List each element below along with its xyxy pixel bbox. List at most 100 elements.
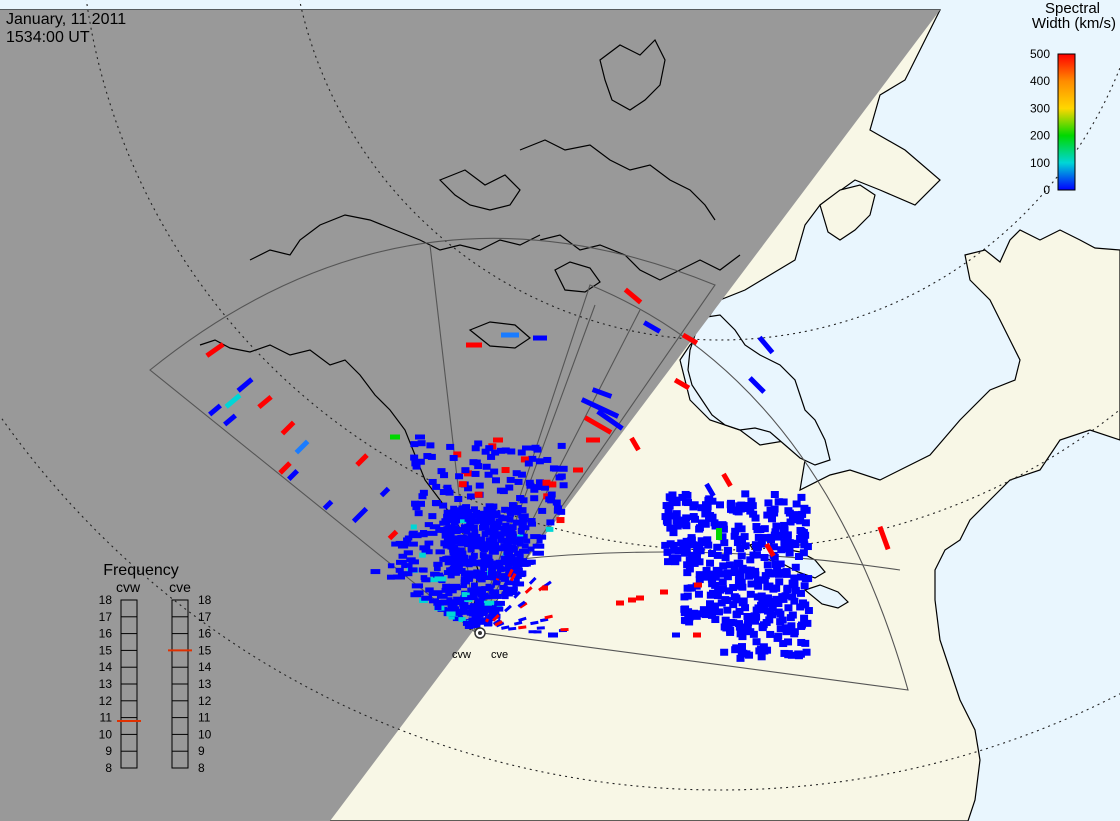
radar-echo-cell: [721, 616, 730, 624]
radar-echo: [501, 581, 508, 590]
radar-echo-cell: [418, 493, 427, 500]
radar-echo-cell: [729, 601, 738, 609]
radar-echo-cell: [743, 612, 752, 620]
radar-echo-cell: [444, 559, 452, 566]
radar-echo-cell: [488, 569, 496, 576]
radar-echo: [486, 610, 493, 620]
radar-echo-cell: [472, 608, 482, 614]
radar-echo-cell: [482, 463, 491, 470]
radar-echo-cell: [443, 484, 452, 491]
radar-echo-cell: [796, 526, 805, 534]
radar-echo-cell: [410, 441, 419, 448]
radar-echo-cell: [505, 532, 513, 539]
radar-echo-cell: [783, 584, 792, 592]
radar-echo-cell: [516, 540, 524, 547]
radar-echo: [583, 415, 613, 435]
radar-echo-cell: [678, 493, 687, 501]
radar-echo: [322, 499, 334, 511]
radar-echo-cell: [484, 471, 493, 478]
radar-echo-cell: [397, 571, 408, 577]
radar-echo-cell: [459, 604, 471, 610]
radar-echo-cell: [470, 552, 478, 559]
radar-echo-cell: [461, 592, 472, 598]
radar-echo-cell: [766, 630, 775, 638]
radar-echo: [503, 585, 510, 595]
frequency-tick-right: 16: [198, 627, 212, 641]
radar-echo: [877, 525, 891, 551]
radar-echo-cell: [391, 541, 400, 547]
radar-echo-cell: [464, 485, 473, 492]
radar-echo-cell: [485, 445, 494, 452]
radar-echo-cell: [701, 510, 710, 518]
radar-echo: [387, 529, 399, 541]
radar-echo-cell: [429, 598, 440, 604]
radar-echo: [629, 436, 641, 452]
radar-echo-cell: [788, 516, 797, 524]
radar-echo-cell: [760, 525, 769, 533]
colorbar-tick-label: 200: [1030, 129, 1050, 143]
radar-echo-cell: [506, 476, 515, 483]
radar-echo-cell: [412, 504, 421, 511]
radar-echo-cell: [713, 543, 722, 551]
radar-echo-cell: [702, 566, 711, 574]
radar-echo-cell: [781, 592, 790, 600]
radar-echo-cell: [731, 646, 740, 654]
radar-echo-cell: [709, 589, 718, 597]
radar-echo-cell: [462, 504, 471, 511]
radar-echo-cell: [683, 592, 692, 600]
radar-echo-cell: [695, 524, 704, 532]
radar-echo-cell: [497, 566, 505, 573]
radar-echo-cell: [496, 487, 505, 494]
radar-echo-cell: [707, 611, 716, 619]
radar-echo-cell: [748, 571, 757, 579]
radar-echo-cell: [779, 526, 788, 534]
radar-echo-cell: [730, 569, 739, 577]
radar-echo-cell: [757, 653, 766, 661]
radar-echo-cell: [752, 638, 761, 646]
radar-echo-cell: [467, 587, 474, 593]
radar-echo: [673, 377, 691, 391]
frequency-title: Frequency: [103, 562, 179, 579]
radar-echo-cell: [751, 617, 760, 625]
radar-echo-cell: [419, 552, 426, 558]
radar-echo-cell: [470, 570, 478, 577]
radar-echo-cell: [720, 648, 729, 656]
radar-echo-cell: [493, 600, 505, 606]
radar-echo-cell: [512, 571, 520, 578]
radar-echo-cell: [701, 501, 710, 509]
radar-echo-cell: [458, 513, 467, 520]
radar-echo-cell: [403, 537, 412, 543]
radar-echo-cell: [747, 580, 756, 588]
radar-echo-cell: [403, 550, 413, 556]
frequency-tick-right: 9: [198, 744, 205, 758]
radar-echo-cell: [512, 470, 521, 477]
radar-echo-cell: [669, 529, 678, 537]
radar-echo-cell: [784, 638, 793, 646]
radar-echo-cell: [521, 543, 529, 549]
radar-echo-cell: [764, 600, 773, 608]
radar-echo-cell: [411, 500, 420, 507]
radar-echo-cell: [435, 549, 445, 555]
radar-echo-cell: [393, 574, 406, 580]
radar-echo-cell: [695, 571, 704, 579]
radar-echo-cell: [461, 554, 469, 561]
radar-echo: [642, 320, 662, 334]
radar-echo-cell: [501, 467, 510, 474]
radar-echo-cell: [420, 530, 428, 536]
radar-echo-cell: [799, 549, 808, 557]
radar-echo-cell: [672, 496, 681, 504]
radar-echo-cell: [714, 568, 723, 576]
radar-echo-cell: [449, 546, 457, 553]
radar-echo-cell: [443, 570, 451, 576]
radar-echo-cell: [474, 440, 483, 447]
radar-echo-cell: [506, 516, 514, 523]
radar-echo-cell: [497, 533, 505, 540]
radar-echo-cell: [440, 527, 448, 534]
radar-echo-cell: [476, 517, 484, 524]
radar-echo: [379, 486, 391, 498]
radar-echo-cell: [467, 519, 475, 526]
radar-echo-cell: [439, 502, 448, 509]
radar-echo: [504, 604, 512, 613]
radar-echo-cell: [536, 538, 543, 544]
radar-echo-cell: [756, 526, 765, 534]
